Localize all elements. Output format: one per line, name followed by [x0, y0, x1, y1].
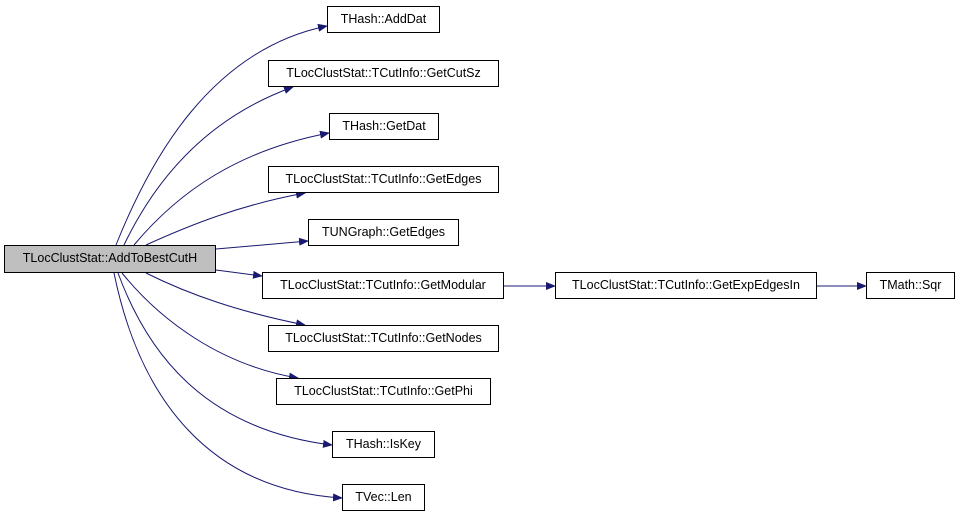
edge-root-getnodes — [145, 272, 306, 328]
node-getexpedgesin[interactable]: TLocClustStat::TCutInfo::GetExpEdgesIn — [555, 272, 817, 299]
node-getedges-cut[interactable]: TLocClustStat::TCutInfo::GetEdges — [268, 166, 499, 193]
node-getdat[interactable]: THash::GetDat — [329, 113, 439, 140]
edge-root-len — [113, 272, 343, 502]
node-getcutsz[interactable]: TLocClustStat::TCutInfo::GetCutSz — [268, 60, 499, 87]
edge-root-getedges-ung — [215, 237, 309, 250]
node-getmodular[interactable]: TLocClustStat::TCutInfo::GetModular — [262, 272, 504, 299]
edge-root-getmodular — [215, 269, 263, 279]
node-sqr[interactable]: TMath::Sqr — [866, 272, 955, 299]
node-iskey[interactable]: THash::IsKey — [332, 431, 435, 458]
edge-root-iskey — [117, 272, 333, 448]
node-getphi[interactable]: TLocClustStat::TCutInfo::GetPhi — [276, 378, 491, 405]
node-getnodes[interactable]: TLocClustStat::TCutInfo::GetNodes — [268, 325, 499, 352]
node-root[interactable]: TLocClustStat::AddToBestCutH — [4, 245, 216, 273]
edge-root-getphi — [121, 272, 299, 381]
node-adddat[interactable]: THash::AddDat — [327, 6, 440, 33]
edge-root-getedges-cut — [145, 190, 306, 246]
edge-root-getdat — [133, 130, 330, 246]
node-getedges-ung[interactable]: TUNGraph::GetEdges — [308, 219, 459, 246]
node-len[interactable]: TVec::Len — [342, 484, 425, 511]
edge-root-adddat — [115, 23, 328, 246]
edge-root-getcutsz — [123, 86, 294, 246]
